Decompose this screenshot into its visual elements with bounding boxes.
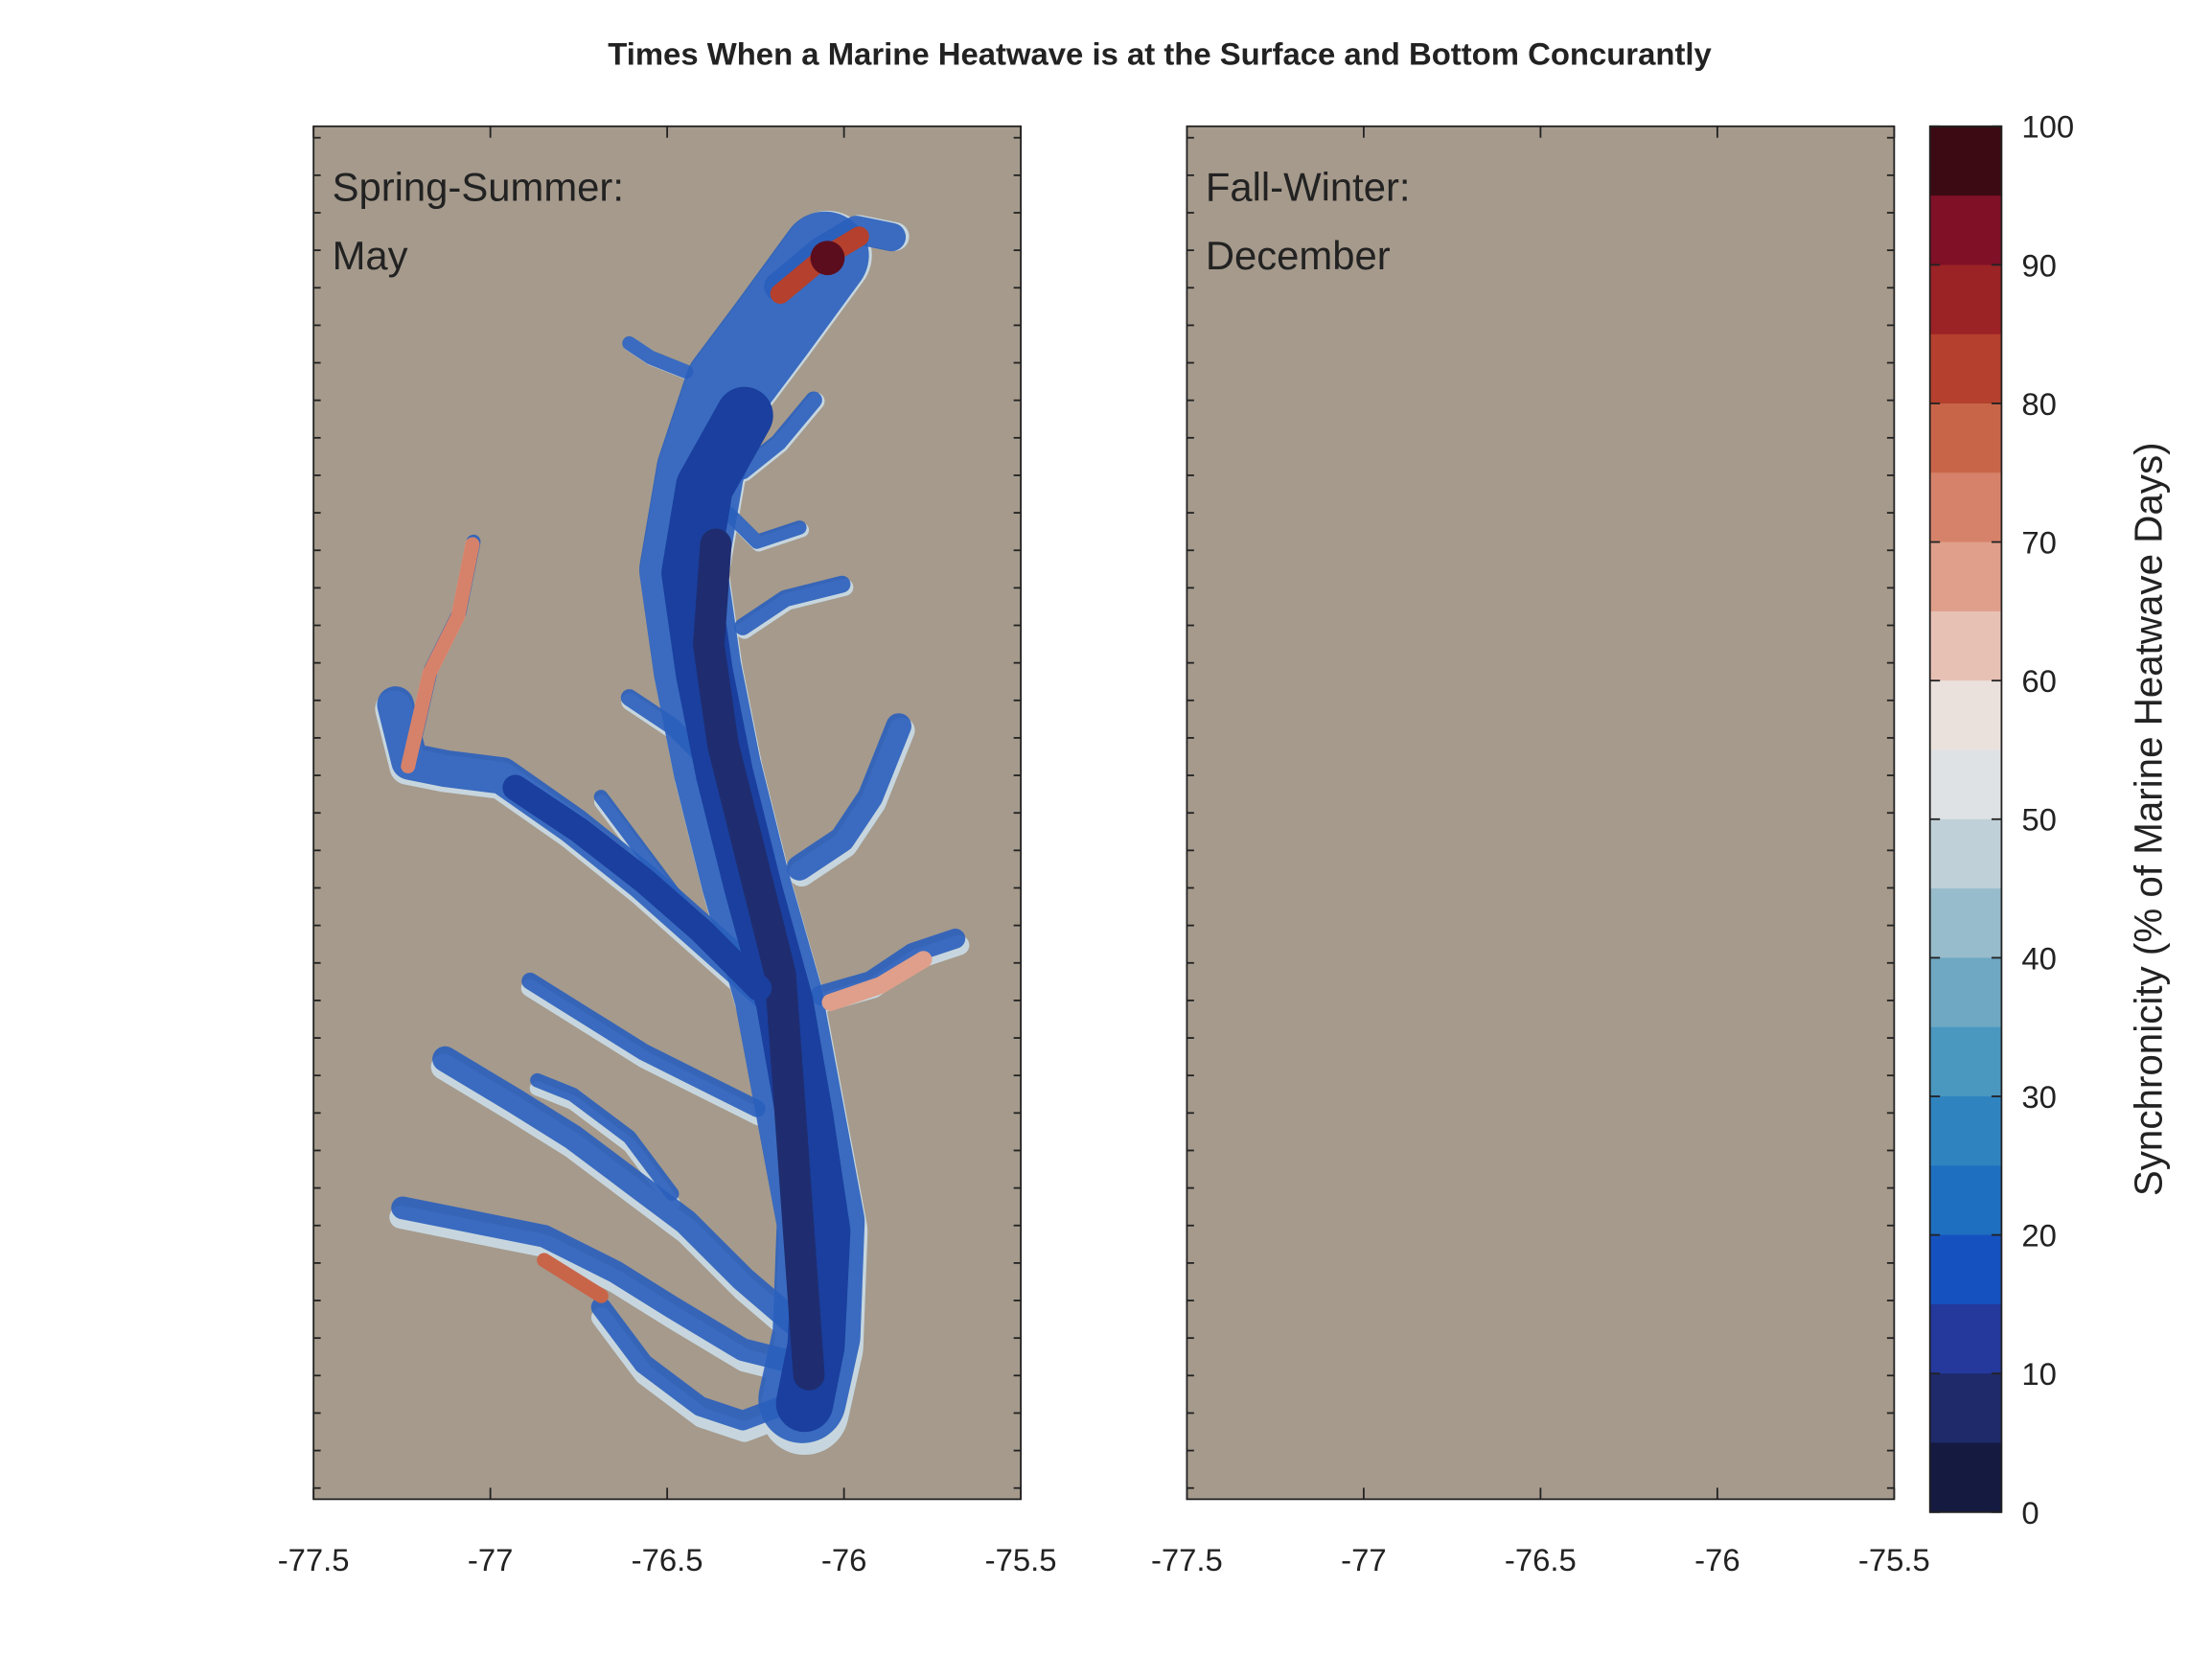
x-tick-label: -76.5 bbox=[1505, 1542, 1577, 1577]
map-panel bbox=[1186, 125, 1896, 1501]
bay-shape bbox=[394, 229, 959, 1432]
x-tick-label: -75.5 bbox=[985, 1542, 1057, 1577]
colorbar-cell bbox=[1929, 1373, 2002, 1444]
x-tick-label: -77 bbox=[468, 1542, 513, 1577]
colorbar-tick-label: 40 bbox=[2021, 940, 2057, 976]
x-tick-label: -76 bbox=[1694, 1542, 1740, 1577]
map-background bbox=[1186, 125, 1896, 1501]
colorbar-cell bbox=[1929, 749, 2002, 820]
colorbar-cell bbox=[1929, 1234, 2002, 1305]
x-tick-label: -75.5 bbox=[1858, 1542, 1930, 1577]
colorbar-tick-label: 0 bbox=[2021, 1495, 2039, 1530]
x-tick-label: -76 bbox=[821, 1542, 866, 1577]
colorbar-tick-label: 70 bbox=[2021, 525, 2057, 561]
panel-annotation: December bbox=[1206, 233, 1391, 278]
x-tick-label: -77.5 bbox=[1151, 1542, 1223, 1577]
colorbar-cell bbox=[1929, 1095, 2002, 1167]
colorbar-cell bbox=[1929, 334, 2002, 404]
colorbar bbox=[1928, 125, 2003, 1513]
panel-annotation: May bbox=[333, 233, 408, 278]
colorbar-tick-label: 10 bbox=[2021, 1356, 2057, 1392]
colorbar-cell bbox=[1929, 1026, 2002, 1097]
x-tick-label: -76.5 bbox=[632, 1542, 703, 1577]
colorbar-cell bbox=[1929, 1165, 2002, 1236]
colorbar-label: Synchronicity (% of Marine Heatwave Days… bbox=[2127, 442, 2171, 1196]
colorbar-cell bbox=[1929, 126, 2002, 196]
colorbar-cell bbox=[1929, 957, 2002, 1028]
colorbar-cell bbox=[1929, 472, 2002, 543]
colorbar-tick-label: 80 bbox=[2021, 386, 2057, 422]
map-background bbox=[312, 125, 1023, 1501]
x-tick-label: -77 bbox=[1341, 1542, 1387, 1577]
colorbar-tick-label: 50 bbox=[2021, 802, 2057, 838]
colorbar-cell bbox=[1929, 196, 2002, 266]
colorbar-tick-label: 90 bbox=[2021, 247, 2057, 283]
colorbar-cell bbox=[1929, 888, 2002, 959]
colorbar-cell bbox=[1929, 541, 2002, 612]
colorbar-cell bbox=[1929, 265, 2002, 335]
colorbar-tick-label: 20 bbox=[2021, 1218, 2057, 1254]
colorbar-cell bbox=[1929, 1442, 2002, 1513]
colorbar-cell bbox=[1929, 680, 2002, 751]
colorbar-tick-label: 60 bbox=[2021, 663, 2057, 699]
colorbar-tick-label: 100 bbox=[2021, 109, 2074, 145]
x-tick-label: -77.5 bbox=[278, 1542, 350, 1577]
colorbar-cell bbox=[1929, 403, 2002, 474]
colorbar-cell bbox=[1929, 1303, 2002, 1374]
colorbar-tick-label: 30 bbox=[2021, 1079, 2057, 1115]
colorbar-cell bbox=[1929, 818, 2002, 889]
colorbar-cell bbox=[1929, 610, 2002, 681]
figure-title: Times When a Marine Heatwave is at the S… bbox=[608, 36, 1712, 72]
map-panel bbox=[312, 125, 1023, 1501]
panel-annotation: Fall-Winter: bbox=[1206, 164, 1411, 209]
panel-annotation: Spring-Summer: bbox=[333, 164, 624, 209]
